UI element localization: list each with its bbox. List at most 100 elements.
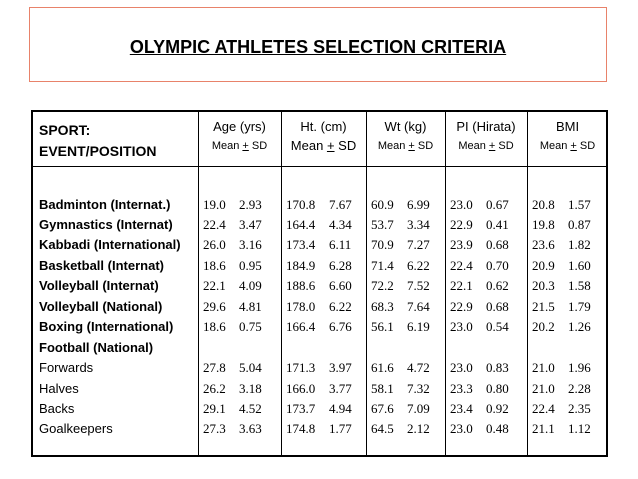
sd-value: 3.97 <box>329 360 352 375</box>
column-header-bmi: BMI Mean + SD <box>527 118 608 153</box>
mean-value: 164.4 <box>286 217 316 232</box>
sd-value: 6.28 <box>329 258 352 273</box>
mean-value: 70.9 <box>371 237 394 252</box>
column-divider <box>366 112 367 455</box>
mean-value: 23.0 <box>450 319 473 334</box>
row-label: Goalkeepers <box>39 421 113 436</box>
sd-value: 4.34 <box>329 217 352 232</box>
mean-value: 19.8 <box>532 217 555 232</box>
sd-value: 1.96 <box>568 360 591 375</box>
sd-value: 3.47 <box>239 217 262 232</box>
column-header-label: BMI <box>555 119 580 134</box>
mean-value: 68.3 <box>371 299 394 314</box>
sd-value: 2.35 <box>568 401 591 416</box>
sd-value: 1.57 <box>568 197 591 212</box>
column-divider <box>445 112 446 455</box>
mean-value: 72.2 <box>371 278 394 293</box>
mean-value: 22.9 <box>450 217 473 232</box>
mean-value: 23.4 <box>450 401 473 416</box>
sd-value: 0.62 <box>486 278 509 293</box>
sd-value: 1.12 <box>568 421 591 436</box>
mean-value: 19.0 <box>203 197 226 212</box>
row-label: Backs <box>39 401 75 416</box>
mean-value: 60.9 <box>371 197 394 212</box>
mean-value: 18.6 <box>203 319 226 334</box>
mean-value: 22.4 <box>532 401 555 416</box>
mean-value: 29.1 <box>203 401 226 416</box>
mean-value: 29.6 <box>203 299 226 314</box>
mean-value: 20.3 <box>532 278 555 293</box>
sd-value: 0.68 <box>486 237 509 252</box>
column-header-ht-cm: Ht. (cm) Mean + SD <box>281 118 366 153</box>
mean-value: 22.9 <box>450 299 473 314</box>
sd-value: 6.19 <box>407 319 430 334</box>
mean-value: 188.6 <box>286 278 316 293</box>
sd-value: 0.68 <box>486 299 509 314</box>
sd-value: 6.76 <box>329 319 352 334</box>
mean-value: 171.3 <box>286 360 316 375</box>
sport-header-line1: SPORT: <box>39 122 91 138</box>
row-label: Kabbadi (International) <box>39 237 181 252</box>
mean-value: 174.8 <box>286 421 316 436</box>
mean-value: 53.7 <box>371 217 394 232</box>
sd-value: 3.63 <box>239 421 262 436</box>
column-header-subtitle: Mean + SD <box>458 140 514 152</box>
mean-value: 21.0 <box>532 381 555 396</box>
sd-value: 0.70 <box>486 258 509 273</box>
mean-value: 184.9 <box>286 258 316 273</box>
sd-value: 7.67 <box>329 197 352 212</box>
mean-value: 166.0 <box>286 381 316 396</box>
sd-value: 7.64 <box>407 299 430 314</box>
sd-value: 2.28 <box>568 381 591 396</box>
sd-value: 6.11 <box>329 237 352 252</box>
mean-value: 71.4 <box>371 258 394 273</box>
column-header-label: Wt (kg) <box>384 119 427 134</box>
sd-value: 6.60 <box>329 278 352 293</box>
column-header-wt-kg: Wt (kg) Mean + SD <box>366 118 445 153</box>
column-header-age-yrs: Age (yrs) Mean + SD <box>198 118 281 153</box>
mean-value: 178.0 <box>286 299 316 314</box>
sd-value: 1.82 <box>568 237 591 252</box>
sd-value: 1.60 <box>568 258 591 273</box>
mean-value: 56.1 <box>371 319 394 334</box>
sd-value: 1.26 <box>568 319 591 334</box>
sd-value: 4.52 <box>239 401 262 416</box>
column-divider <box>198 112 199 455</box>
column-divider <box>527 112 528 455</box>
sd-value: 2.93 <box>239 197 262 212</box>
mean-value: 21.0 <box>532 360 555 375</box>
title-box: OLYMPIC ATHLETES SELECTION CRITERIA <box>29 7 607 82</box>
mean-value: 23.9 <box>450 237 473 252</box>
mean-value: 64.5 <box>371 421 394 436</box>
mean-value: 58.1 <box>371 381 394 396</box>
mean-value: 61.6 <box>371 360 394 375</box>
sd-value: 7.52 <box>407 278 430 293</box>
sport-header-line2: EVENT/POSITION <box>39 143 157 159</box>
mean-value: 21.1 <box>532 421 555 436</box>
mean-value: 23.0 <box>450 421 473 436</box>
sd-value: 1.77 <box>329 421 352 436</box>
row-label: Basketball (Internat) <box>39 258 164 273</box>
sd-value: 0.80 <box>486 381 509 396</box>
sd-value: 3.18 <box>239 381 262 396</box>
mean-value: 23.0 <box>450 197 473 212</box>
sd-value: 0.95 <box>239 258 262 273</box>
sd-value: 4.94 <box>329 401 352 416</box>
mean-value: 67.6 <box>371 401 394 416</box>
mean-value: 23.0 <box>450 360 473 375</box>
mean-value: 22.4 <box>450 258 473 273</box>
mean-value: 22.4 <box>203 217 226 232</box>
sd-value: 4.09 <box>239 278 262 293</box>
sd-value: 1.58 <box>568 278 591 293</box>
mean-value: 170.8 <box>286 197 316 212</box>
row-label: Volleyball (National) <box>39 299 163 314</box>
mean-value: 166.4 <box>286 319 316 334</box>
column-header-subtitle: Mean + SD <box>211 140 268 152</box>
sd-value: 2.12 <box>407 421 430 436</box>
sd-value: 7.32 <box>407 381 430 396</box>
mean-value: 18.6 <box>203 258 226 273</box>
row-label: Volleyball (Internat) <box>39 278 159 293</box>
mean-value: 20.2 <box>532 319 555 334</box>
column-divider <box>281 112 282 455</box>
sd-value: 3.34 <box>407 217 430 232</box>
